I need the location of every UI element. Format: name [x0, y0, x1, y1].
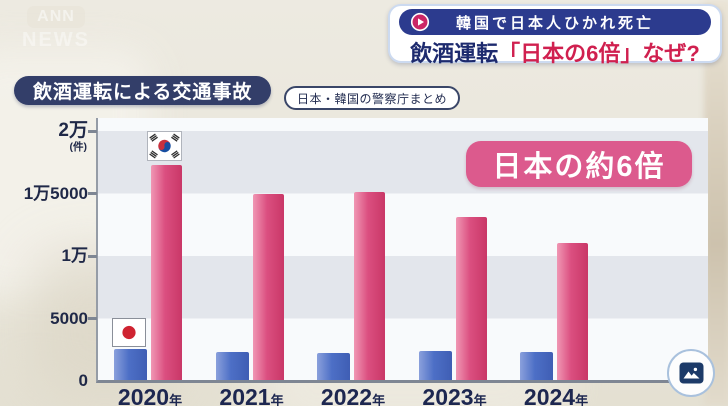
- bar-japan-2024年: [520, 352, 553, 380]
- bar-korea-2023年: [455, 217, 487, 380]
- headline-highlight: 「日本の6倍」なぜ?: [498, 41, 700, 66]
- bar-korea-2024年: [557, 243, 588, 380]
- play-icon: [410, 12, 430, 32]
- bar-korea-2020年: [151, 165, 182, 380]
- headline-prefix: 飲酒運転: [410, 41, 499, 66]
- y-tick-label: 0: [78, 371, 88, 390]
- ann-news-logo: ANN NEWS: [22, 6, 90, 52]
- bar-japan-2023年: [418, 351, 452, 380]
- y-tick-mark: [88, 254, 97, 258]
- y-tick-label: 5000: [50, 308, 88, 328]
- ann-logo-text: ANN: [27, 6, 85, 28]
- y-tick-label: 1万: [61, 246, 88, 265]
- x-axis-label: 2023年: [422, 384, 487, 406]
- chart-title: 飲酒運転による交通事故: [14, 76, 272, 105]
- y-tick-mark: [88, 317, 97, 320]
- korea-flag-icon: [147, 131, 182, 161]
- x-axis-label: 2020年: [117, 384, 183, 406]
- headline-card: 韓国で日本人ひかれ死亡 飲酒運転「日本の6倍」なぜ?: [388, 4, 722, 66]
- bar-japan-2021年: [215, 352, 249, 380]
- bar-japan-2022年: [317, 353, 350, 380]
- y-tick-mark: [88, 192, 97, 195]
- image-icon: [679, 362, 703, 384]
- y-tick-mark: [88, 129, 97, 133]
- bar-japan-2020年: [114, 349, 147, 380]
- photo-icon-button: [667, 349, 715, 397]
- japan-flag-icon: [112, 318, 146, 347]
- topline-text: 韓国で日本人ひかれ死亡: [455, 14, 654, 32]
- x-axis-label: 2024年: [523, 384, 589, 406]
- headline: 飲酒運転「日本の6倍」なぜ?: [390, 36, 720, 66]
- news-logo-text: NEWS: [22, 29, 90, 51]
- x-axis-label: 2021年: [219, 384, 284, 406]
- annotation-badge: 日本の約6倍: [466, 141, 692, 187]
- bar-korea-2022年: [354, 192, 385, 380]
- y-tick-label: 2万: [58, 120, 88, 141]
- y-tick-label: 1万5000: [23, 183, 88, 203]
- topline-banner: 韓国で日本人ひかれ死亡: [399, 9, 711, 35]
- x-axis-label: 2022年: [320, 384, 386, 406]
- source-label: 日本・韓国の警察庁まとめ: [284, 86, 461, 110]
- bar-korea-2021年: [252, 194, 284, 380]
